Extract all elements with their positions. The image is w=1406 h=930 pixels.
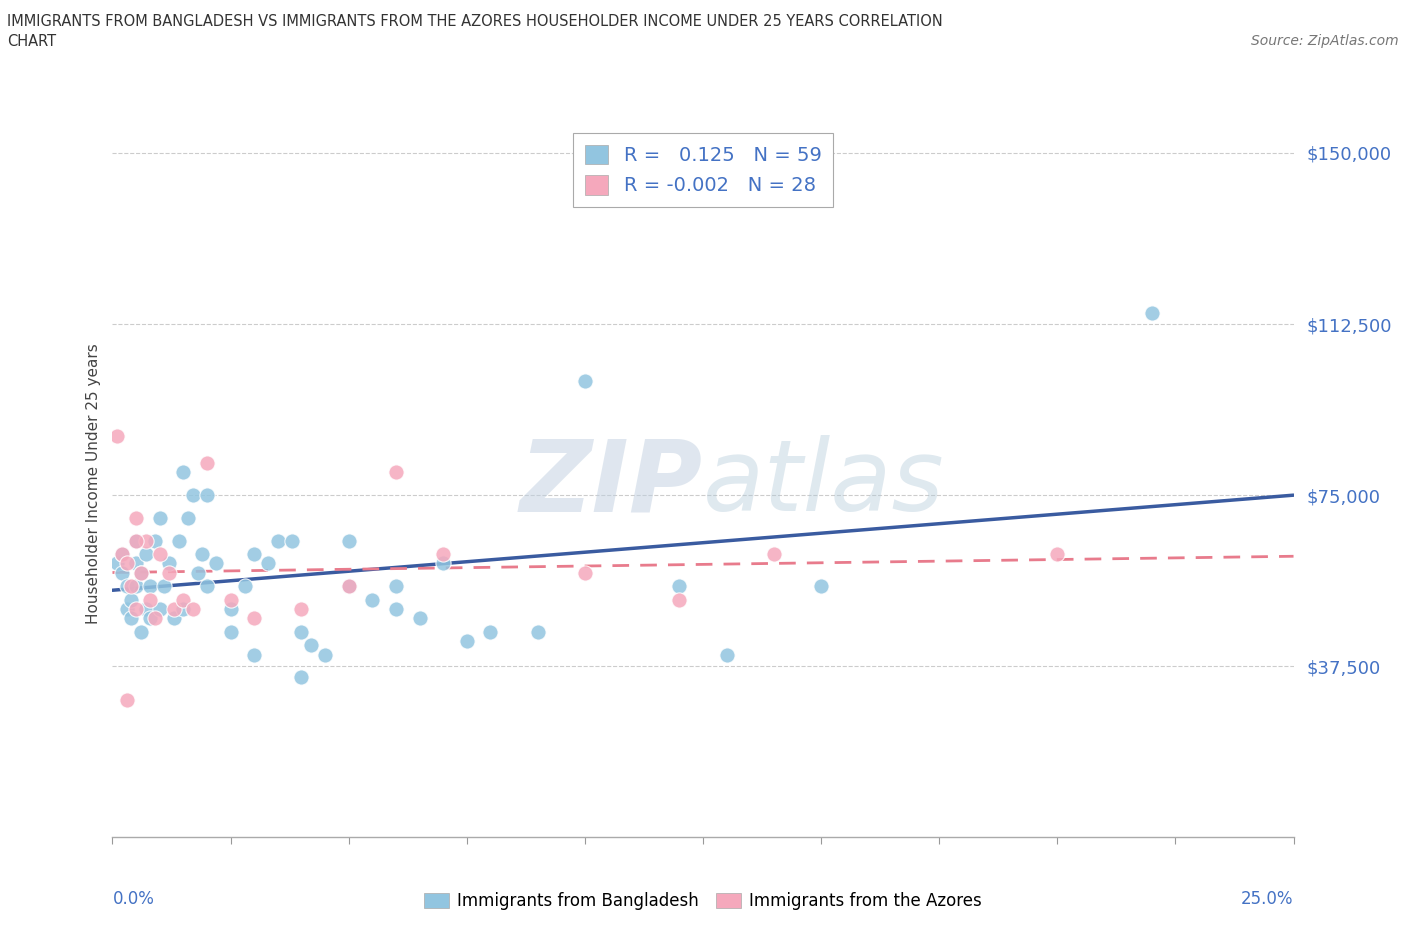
Point — [205, 556, 228, 571]
Point — [290, 624, 312, 639]
Legend: R =   0.125   N = 59, R = -0.002   N = 28: R = 0.125 N = 59, R = -0.002 N = 28 — [574, 133, 832, 207]
Point — [479, 624, 502, 639]
Point — [385, 578, 408, 593]
Point — [149, 511, 172, 525]
Point — [149, 602, 172, 617]
Point — [163, 602, 186, 617]
Point — [143, 611, 166, 626]
Point — [135, 533, 157, 548]
Point — [191, 547, 214, 562]
Point — [716, 647, 738, 662]
Point — [149, 547, 172, 562]
Point — [120, 578, 142, 593]
Text: atlas: atlas — [703, 435, 945, 532]
Point — [233, 578, 256, 593]
Text: ZIP: ZIP — [520, 435, 703, 532]
Point — [281, 533, 304, 548]
Point — [195, 487, 218, 502]
Point — [186, 565, 208, 580]
Point — [257, 556, 280, 571]
Point — [243, 547, 266, 562]
Point — [111, 565, 134, 580]
Legend: Immigrants from Bangladesh, Immigrants from the Azores: Immigrants from Bangladesh, Immigrants f… — [418, 885, 988, 917]
Text: Source: ZipAtlas.com: Source: ZipAtlas.com — [1251, 34, 1399, 48]
Point — [762, 547, 785, 562]
Point — [290, 670, 312, 684]
Point — [243, 647, 266, 662]
Point — [125, 533, 148, 548]
Point — [385, 465, 408, 480]
Point — [668, 578, 690, 593]
Point — [115, 556, 138, 571]
Text: 0.0%: 0.0% — [112, 890, 155, 908]
Point — [181, 602, 204, 617]
Point — [195, 456, 218, 471]
Point — [129, 565, 152, 580]
Point — [157, 565, 180, 580]
Point — [195, 578, 218, 593]
Point — [181, 487, 204, 502]
Point — [172, 592, 194, 607]
Point — [125, 533, 148, 548]
Point — [125, 511, 148, 525]
Point — [668, 592, 690, 607]
Point — [129, 624, 152, 639]
Point — [314, 647, 336, 662]
Point — [111, 547, 134, 562]
Point — [337, 533, 360, 548]
Point — [219, 592, 242, 607]
Y-axis label: Householder Income Under 25 years: Householder Income Under 25 years — [86, 343, 101, 624]
Point — [111, 547, 134, 562]
Point — [267, 533, 290, 548]
Point — [574, 565, 596, 580]
Point — [408, 611, 430, 626]
Point — [153, 578, 176, 593]
Text: CHART: CHART — [7, 34, 56, 49]
Point — [139, 611, 162, 626]
Point — [139, 578, 162, 593]
Point — [172, 465, 194, 480]
Point — [290, 602, 312, 617]
Point — [125, 602, 148, 617]
Point — [105, 556, 128, 571]
Point — [219, 624, 242, 639]
Point — [125, 556, 148, 571]
Point — [299, 638, 322, 653]
Point — [115, 693, 138, 708]
Point — [120, 592, 142, 607]
Point — [125, 578, 148, 593]
Point — [1046, 547, 1069, 562]
Point — [139, 592, 162, 607]
Point — [135, 602, 157, 617]
Point — [574, 374, 596, 389]
Point — [526, 624, 548, 639]
Point — [361, 592, 384, 607]
Point — [337, 578, 360, 593]
Point — [810, 578, 832, 593]
Point — [243, 611, 266, 626]
Point — [385, 602, 408, 617]
Point — [1140, 305, 1163, 320]
Point — [157, 556, 180, 571]
Point — [219, 602, 242, 617]
Point — [135, 547, 157, 562]
Text: 25.0%: 25.0% — [1241, 890, 1294, 908]
Point — [456, 633, 478, 648]
Point — [432, 556, 454, 571]
Point — [337, 578, 360, 593]
Point — [115, 578, 138, 593]
Point — [172, 602, 194, 617]
Point — [115, 602, 138, 617]
Point — [432, 547, 454, 562]
Point — [129, 565, 152, 580]
Point — [105, 429, 128, 444]
Point — [163, 611, 186, 626]
Point — [177, 511, 200, 525]
Point — [167, 533, 190, 548]
Point — [120, 611, 142, 626]
Point — [143, 533, 166, 548]
Text: IMMIGRANTS FROM BANGLADESH VS IMMIGRANTS FROM THE AZORES HOUSEHOLDER INCOME UNDE: IMMIGRANTS FROM BANGLADESH VS IMMIGRANTS… — [7, 14, 943, 29]
